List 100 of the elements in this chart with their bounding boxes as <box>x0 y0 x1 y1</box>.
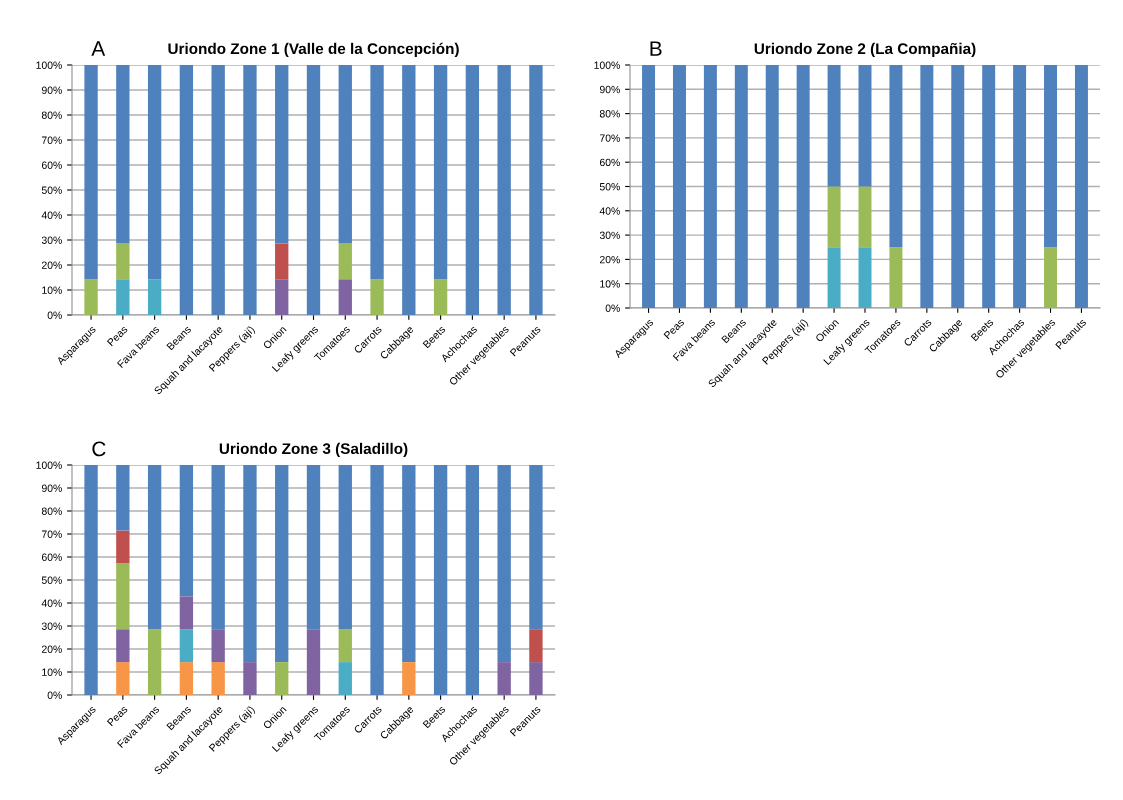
text: C <box>92 441 106 457</box>
bar <box>84 465 98 695</box>
bar <box>243 662 257 695</box>
y-tick-label: 50% <box>41 576 62 584</box>
y-tick-label: 70% <box>41 530 62 538</box>
bar <box>338 65 352 244</box>
bar <box>179 65 194 315</box>
bar <box>338 629 352 663</box>
bar <box>306 465 321 630</box>
bar <box>402 662 416 695</box>
y-tick-label: 70% <box>599 134 620 142</box>
y-tick-label: 10% <box>42 286 62 294</box>
bar <box>497 662 511 695</box>
bar <box>275 243 289 280</box>
y-tick-label: 20% <box>41 645 62 653</box>
bar <box>147 629 162 695</box>
bar <box>529 465 543 630</box>
bar <box>858 247 872 308</box>
bar <box>116 243 130 280</box>
bar <box>84 65 98 280</box>
bar <box>179 596 194 630</box>
bar <box>827 65 841 187</box>
bar <box>433 465 448 695</box>
bar <box>211 662 225 695</box>
bar <box>116 563 130 630</box>
y-tick-label: 90% <box>599 85 620 94</box>
bar <box>672 65 686 308</box>
bar <box>116 65 130 244</box>
bar <box>275 662 289 695</box>
y-tick-label: 0% <box>605 304 620 312</box>
bar <box>116 279 130 315</box>
y-tick-label: 40% <box>599 207 620 215</box>
bar <box>1044 247 1058 308</box>
bar <box>116 465 130 531</box>
y-tick-label: 90% <box>41 484 62 492</box>
bar <box>497 465 511 663</box>
bar <box>116 662 130 695</box>
bar <box>433 65 448 280</box>
bar <box>827 247 841 308</box>
bar <box>370 65 384 280</box>
bar <box>465 65 480 315</box>
bar <box>211 629 225 663</box>
bar <box>858 65 872 187</box>
chart-title: Uriondo Zone 2 (La Compañia) <box>754 42 976 58</box>
bar <box>433 279 448 315</box>
bar <box>497 65 511 315</box>
y-tick-label: 10% <box>600 280 620 288</box>
y-tick-label: 20% <box>41 261 62 269</box>
text: A <box>91 41 106 56</box>
bar <box>765 65 779 308</box>
bar <box>982 65 996 308</box>
bar <box>529 662 543 695</box>
y-tick-label: 70% <box>41 136 62 144</box>
bar <box>889 65 903 248</box>
chart-title: Uriondo Zone 1 (Valle de la Concepción) <box>168 42 459 58</box>
y-tick-label: 20% <box>599 255 620 264</box>
y-tick-label: 60% <box>41 161 62 169</box>
y-tick-label: 100% <box>36 61 62 69</box>
bar <box>147 279 162 315</box>
bar <box>920 65 934 308</box>
bar <box>338 662 352 695</box>
bar <box>179 662 194 695</box>
y-tick-label: 60% <box>599 158 620 167</box>
bar <box>796 65 810 308</box>
bar <box>116 629 130 663</box>
y-tick-label: 10% <box>42 668 62 676</box>
y-tick-label: 0% <box>47 311 62 319</box>
bar <box>402 465 416 663</box>
y-tick-label: 40% <box>41 599 62 607</box>
bar <box>951 65 965 308</box>
chart-title: Uriondo Zone 3 (Saladillo) <box>219 442 408 458</box>
bar <box>858 186 872 248</box>
bar <box>465 465 480 695</box>
bar <box>642 65 656 308</box>
y-tick-label: 100% <box>594 61 620 69</box>
bar <box>147 65 162 280</box>
text: B <box>650 41 662 56</box>
y-tick-label: 30% <box>41 622 62 630</box>
bar <box>827 186 841 248</box>
bar <box>370 279 384 315</box>
bar <box>275 279 289 315</box>
bar <box>338 243 352 280</box>
y-tick-label: 30% <box>41 236 62 244</box>
bar <box>734 65 748 308</box>
y-tick-label: 80% <box>41 111 62 119</box>
bar <box>179 629 194 663</box>
y-tick-label: 100% <box>36 461 62 469</box>
bar <box>1013 65 1027 308</box>
bar <box>84 279 98 315</box>
y-tick-label: 80% <box>599 110 620 118</box>
bar <box>211 65 225 315</box>
bar <box>275 65 289 244</box>
y-tick-label: 40% <box>41 211 62 219</box>
bar <box>529 65 543 315</box>
bar <box>1074 65 1088 308</box>
y-tick-label: 0% <box>47 691 62 699</box>
bar <box>179 465 194 597</box>
bar <box>370 465 384 695</box>
bar <box>211 465 225 630</box>
y-tick-label: 50% <box>599 183 620 191</box>
